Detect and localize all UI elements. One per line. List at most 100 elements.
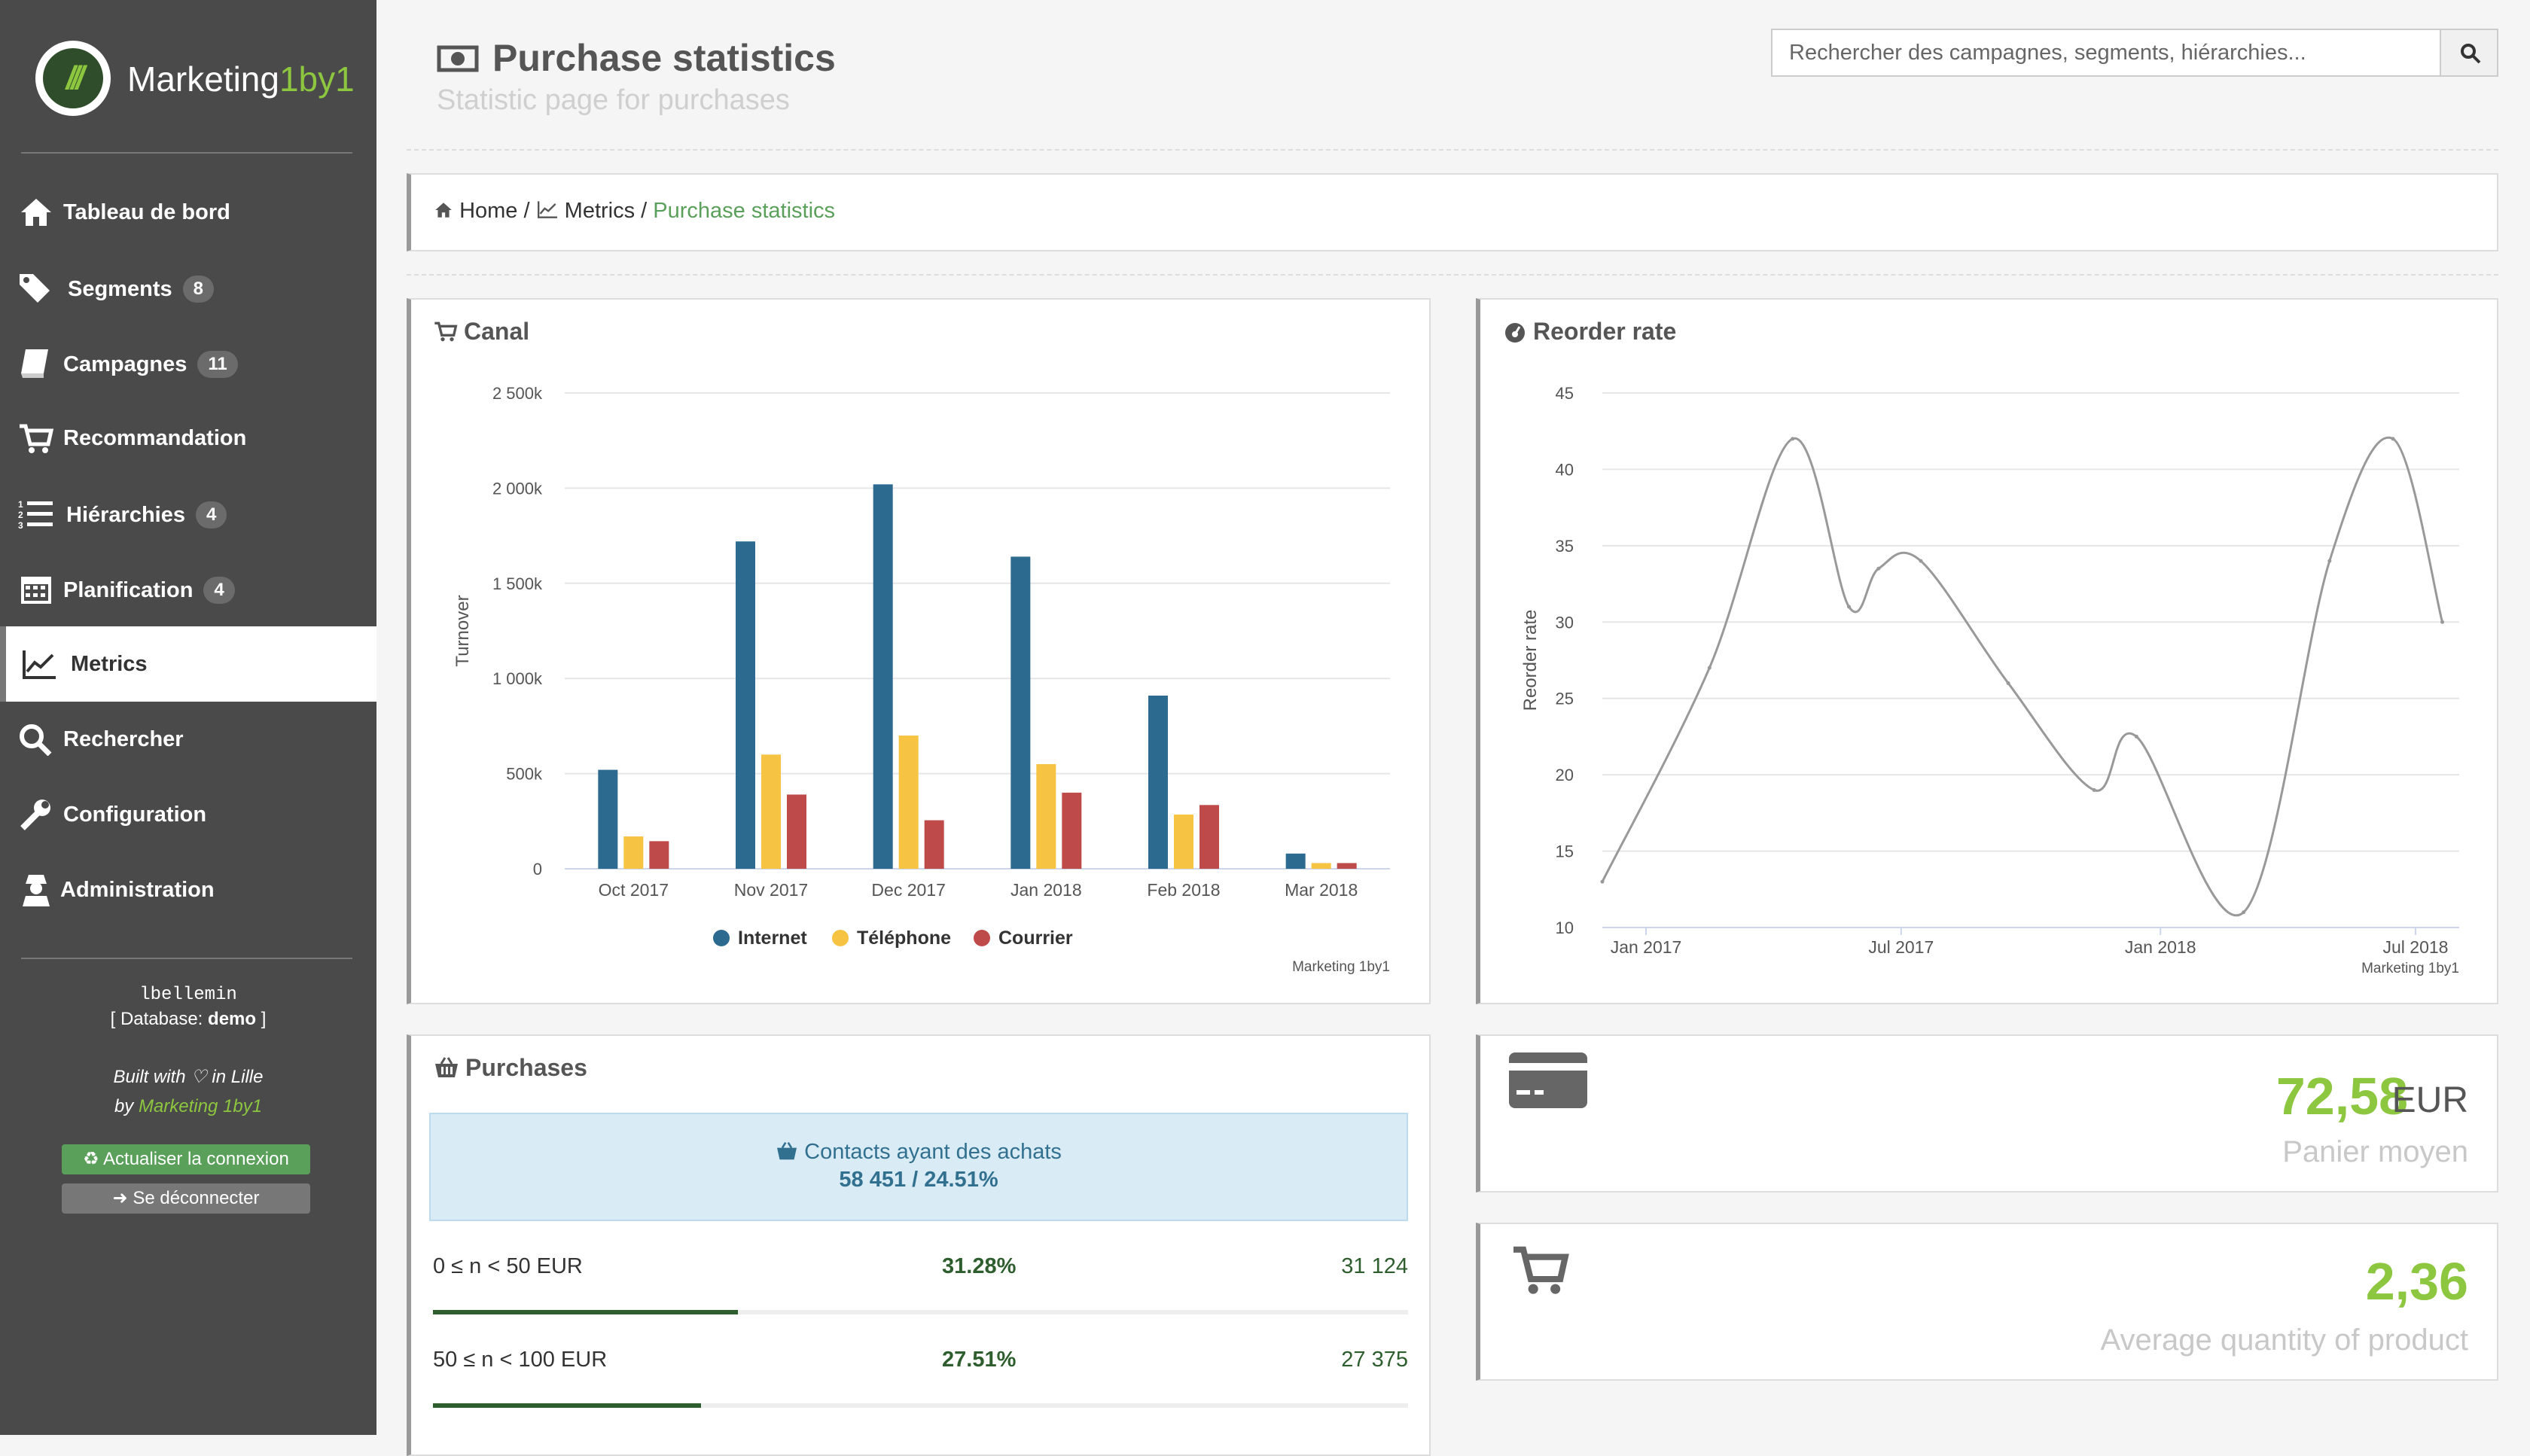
data-point <box>1600 879 1605 884</box>
logo-mark-icon: /// <box>35 41 111 116</box>
wrench-icon <box>20 800 50 830</box>
bar-internet <box>1285 853 1306 869</box>
x-tick-label: Jan 2017 <box>1611 937 1682 957</box>
logo-text: Marketing1by1 <box>127 59 355 99</box>
range-label: 50 ≤ n < 100 EUR <box>433 1348 608 1372</box>
money-icon <box>437 45 479 72</box>
data-point <box>1847 605 1852 609</box>
x-tick-label: Mar 2018 <box>1285 880 1358 900</box>
x-tick-label: Jul 2017 <box>1868 937 1934 957</box>
book-icon <box>21 349 48 378</box>
average-basket-value: 72,58 <box>2275 1067 2408 1126</box>
line-chart-icon <box>537 201 557 218</box>
bar-telephone <box>1174 814 1193 869</box>
contacts-label: Contacts ayant des achats <box>804 1140 1062 1164</box>
legend-marker <box>974 930 990 946</box>
y-tick-label: 30 <box>1556 613 1574 632</box>
range-count: 27 375 <box>1341 1348 1408 1372</box>
username: lbellemin <box>139 985 237 1005</box>
sidebar-divider <box>21 958 352 959</box>
y-tick-label: 1 500k <box>492 574 543 593</box>
badge: 4 <box>203 577 235 604</box>
bar-telephone <box>898 736 919 869</box>
legend-label: Courrier <box>998 928 1073 949</box>
svg-text:3: 3 <box>18 520 23 530</box>
search-button[interactable] <box>2440 29 2498 77</box>
divider <box>407 149 2498 151</box>
y-tick-label: 500k <box>506 765 543 784</box>
cart-icon <box>20 424 54 453</box>
line-chart-icon <box>23 650 56 679</box>
y-tick-label: 35 <box>1556 537 1574 556</box>
purchase-range-row: 0 ≤ n < 50 EUR 31.28% 31 124 <box>433 1254 1408 1284</box>
breadcrumb-trail: Home / Metrics / Purchase statistics <box>434 199 835 224</box>
data-point <box>2440 620 2445 624</box>
dashboard-gauge-icon <box>1505 323 1525 343</box>
bar-internet <box>736 541 755 869</box>
bar-internet <box>873 484 893 869</box>
sidebar-item-tableau-de-bord[interactable]: Tableau de bord <box>0 175 376 250</box>
app-logo[interactable]: /// Marketing1by1 <box>35 41 355 120</box>
breadcrumb-separator: / <box>517 199 536 223</box>
canal-title: Canal <box>434 318 529 346</box>
sidebar-item-rechercher[interactable]: Rechercher <box>0 702 376 777</box>
y-tick-label: 25 <box>1556 690 1574 708</box>
refresh-connection-button[interactable]: ♻ Actualiser la connexion <box>62 1144 310 1174</box>
data-point <box>1791 437 1795 441</box>
y-tick-label: 1 000k <box>492 669 543 688</box>
sidebar-item-recommandation[interactable]: Recommandation <box>0 401 376 476</box>
bar-internet <box>1010 556 1031 869</box>
credit-card-icon <box>1509 1052 1587 1108</box>
range-percent: 31.28% <box>942 1254 1017 1278</box>
y-axis-title: Turnover <box>453 595 473 666</box>
sidebar: /// Marketing1by1 Tableau de bord Segmen… <box>0 0 376 1435</box>
badge: 11 <box>197 351 238 378</box>
sidebar-item-campagnes[interactable]: Campagnes 11 <box>0 325 376 401</box>
average-basket-panel: 72,58 EUR Panier moyen <box>1476 1034 2498 1193</box>
breadcrumb-metrics[interactable]: Metrics <box>564 199 636 223</box>
sidebar-item-administration[interactable]: Administration <box>0 852 376 928</box>
sidebar-item-configuration[interactable]: Configuration <box>0 777 376 852</box>
marketing-1by1-link[interactable]: Marketing 1by1 <box>138 1096 263 1116</box>
y-tick-label: 0 <box>533 860 542 879</box>
cart-icon <box>434 321 458 342</box>
svg-text:1: 1 <box>18 499 23 510</box>
bar-courrier <box>924 820 944 869</box>
sidebar-item-segments[interactable]: Segments 8 <box>0 250 376 325</box>
breadcrumb-home[interactable]: Home <box>459 199 518 223</box>
range-percent: 27.51% <box>942 1348 1017 1372</box>
data-point <box>2006 681 2010 685</box>
sidebar-item-metrics[interactable]: Metrics <box>0 626 376 702</box>
y-tick-label: 2 500k <box>492 384 543 403</box>
bar-telephone <box>1311 863 1331 869</box>
range-label: 0 ≤ n < 50 EUR <box>433 1254 583 1278</box>
chart-credits: Marketing 1by1 <box>1292 959 1390 975</box>
bar-telephone <box>623 836 644 869</box>
bar-telephone <box>761 754 781 869</box>
reorder-rate-title: Reorder rate <box>1503 318 1676 346</box>
breadcrumb-current: Purchase statistics <box>653 199 836 223</box>
bar-courrier <box>1337 863 1357 869</box>
chart-credits: Marketing 1by1 <box>2361 961 2459 976</box>
search-input[interactable]: Rechercher des campagnes, segments, hiér… <box>1771 29 2441 77</box>
search-icon <box>20 724 52 756</box>
y-tick-label: 2 000k <box>492 479 543 498</box>
shopping-basket-icon <box>777 1142 797 1160</box>
cart-icon <box>1513 1246 1569 1294</box>
by-credit: by Marketing 1by1 <box>114 1096 263 1116</box>
average-basket-label: Panier moyen <box>2282 1135 2468 1168</box>
x-tick-label: Oct 2017 <box>599 880 669 900</box>
tags-icon <box>20 274 50 303</box>
ordered-list-icon: 123 <box>18 499 53 530</box>
sidebar-item-planification[interactable]: Planification 4 <box>0 551 376 626</box>
data-point <box>2092 787 2096 792</box>
shopping-basket-icon <box>435 1057 458 1077</box>
sidebar-divider <box>21 152 352 154</box>
logout-button[interactable]: ➜ Se déconnecter <box>62 1183 310 1214</box>
x-tick-label: Feb 2018 <box>1147 880 1220 900</box>
reorder-line-chart: 10 15 20 25 30 35 40 45 Reorder rate Jan 2017 Jul … <box>1520 384 2459 976</box>
breadcrumb-separator: / <box>635 199 654 223</box>
range-progress-fill <box>433 1403 702 1408</box>
x-tick-label: Dec 2017 <box>871 880 945 900</box>
